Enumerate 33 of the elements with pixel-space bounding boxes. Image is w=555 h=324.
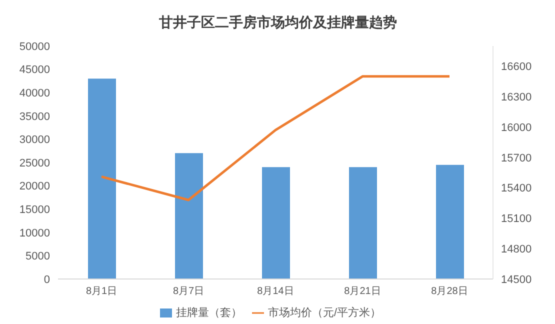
bar <box>262 167 290 279</box>
y-tick-label: 40000 <box>19 88 50 100</box>
y2-tick-label: 15700 <box>501 152 532 164</box>
line-series <box>100 75 451 202</box>
y-tick-label: 35000 <box>19 110 50 123</box>
x-tick-label: 8月7日 <box>172 286 204 298</box>
y-tick-label: 45000 <box>19 64 50 76</box>
bar <box>436 164 464 279</box>
y2-tick-label: 15100 <box>501 213 532 226</box>
x-tick-label: 8月28日 <box>431 286 468 298</box>
y-tick-label: 30000 <box>19 134 50 146</box>
y2-tick-label: 15400 <box>501 182 532 195</box>
bar <box>349 167 377 279</box>
chart-title: 甘井子区二手房市场均价及挂牌量趋势 <box>158 14 398 33</box>
legend-label: 挂牌量（套） <box>176 307 242 319</box>
y-tick-label: 0 <box>44 274 50 286</box>
y2-tick-label: 16600 <box>501 61 532 74</box>
y-tick-label: 20000 <box>19 180 50 193</box>
y-tick-label: 15000 <box>19 204 50 216</box>
y-tick-label: 25000 <box>19 157 50 170</box>
y-tick-label: 5000 <box>26 250 50 263</box>
y-tick-label: 50000 <box>19 40 50 53</box>
x-tick-label: 8月21日 <box>344 286 381 298</box>
x-tick-label: 8月1日 <box>86 286 118 298</box>
y2-tick-label: 14800 <box>501 244 532 256</box>
y-tick-label: 10000 <box>19 227 50 240</box>
x-tick-label: 8月14日 <box>257 286 294 298</box>
y2-tick-label: 14500 <box>501 274 532 286</box>
legend-label: 市场均价（元/平方米） <box>268 307 382 319</box>
bar <box>88 78 116 279</box>
y2-tick-label: 16000 <box>501 122 532 134</box>
bar <box>175 153 203 279</box>
y2-tick-label: 16300 <box>501 92 532 104</box>
